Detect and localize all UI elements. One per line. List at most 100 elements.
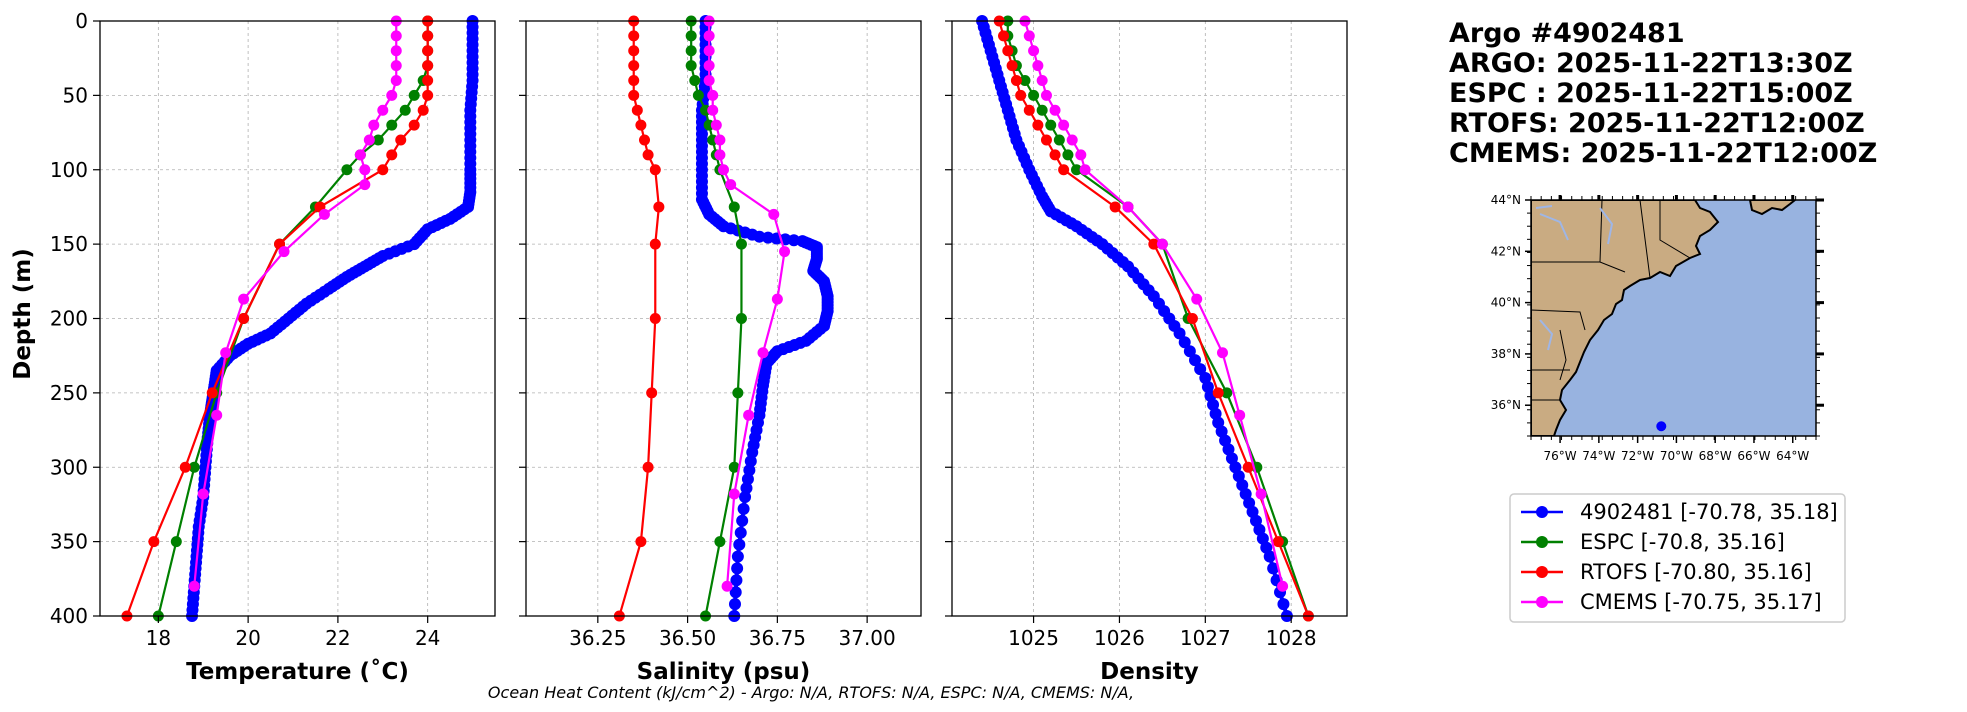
temp-x-axis-label: Temperature (˚C) — [186, 658, 409, 685]
map-lat-label: 36°N — [1491, 398, 1521, 412]
legend-marker-0 — [1536, 506, 1548, 518]
temp-point-rtofs — [408, 119, 420, 131]
sal-point-4902481 — [736, 514, 749, 527]
temp-point-rtofs — [422, 60, 434, 72]
sal-point-espc — [735, 238, 747, 250]
sal-point-rtofs — [649, 238, 661, 250]
sal-point-4902481 — [729, 586, 742, 599]
temp-point-cmems — [278, 246, 290, 258]
dens-point-rtofs — [1242, 461, 1254, 473]
sal-point-4902481 — [753, 230, 766, 243]
temp-point-cmems — [238, 293, 250, 305]
sal-point-rtofs — [646, 387, 658, 399]
sal-point-cmems — [779, 246, 791, 258]
temp-point-cmems — [377, 104, 389, 116]
temp-point-rtofs — [179, 461, 191, 473]
temp-point-espc — [408, 89, 420, 101]
dens-point-cmems — [1058, 119, 1070, 131]
temp-ytick-label: 100 — [50, 158, 88, 182]
sal-point-rtofs — [649, 164, 661, 176]
temp-point-rtofs — [148, 536, 160, 548]
dens-point-4902481 — [1277, 598, 1290, 611]
map-rivers — [1535, 205, 1614, 351]
dens-point-cmems — [1049, 104, 1061, 116]
dens-point-rtofs — [1272, 536, 1284, 548]
sal-point-4902481 — [731, 562, 744, 575]
legend: 4902481 [-70.78, 35.18] ESPC [-70.8, 35.1… — [1509, 493, 1846, 623]
dens-point-cmems — [1032, 60, 1044, 72]
temp-xtick-label: 24 — [415, 626, 440, 650]
sal-xtick-label: 37.00 — [839, 626, 896, 650]
salinity-panel: 36.25 36.50 36.75 37.00 Salinity (psu) — [519, 15, 922, 685]
temp-point-cmems — [197, 488, 209, 500]
sal-point-espc — [689, 75, 701, 86]
dens-point-rtofs — [1023, 104, 1035, 116]
sal-point-cmems — [703, 30, 715, 42]
sal-point-4902481 — [730, 574, 743, 587]
dens-point-rtofs — [1212, 387, 1224, 399]
temp-point-cmems — [390, 75, 402, 86]
sal-point-cmems — [703, 60, 715, 72]
dens-point-4902481 — [1173, 327, 1186, 340]
temp-point-rtofs — [422, 89, 434, 101]
sal-x-axis-label: Salinity (psu) — [637, 659, 811, 685]
temp-ytick-label: 250 — [50, 381, 88, 405]
temp-point-cmems — [386, 89, 398, 101]
sal-point-4902481 — [744, 455, 757, 468]
sal-point-espc — [735, 313, 747, 324]
map-float-marker — [1656, 421, 1667, 432]
sal-point-4902481 — [743, 464, 756, 477]
temp-point-cmems — [220, 347, 232, 359]
sal-xtick-label: 36.50 — [659, 626, 716, 650]
sal-point-4902481 — [733, 538, 746, 551]
temp-point-espc — [399, 104, 411, 116]
title-espc-time: ESPC : 2025-11-22T15:00Z — [1449, 78, 1853, 109]
sal-point-rtofs — [628, 60, 640, 72]
dens-point-rtofs — [1049, 149, 1061, 161]
title-argo-time: ARGO: 2025-11-22T13:30Z — [1449, 48, 1853, 79]
sal-point-cmems — [743, 409, 755, 421]
sal-point-cmems — [714, 149, 726, 161]
legend-label-2: RTOFS [-70.80, 35.16] — [1580, 560, 1812, 584]
dens-point-4902481 — [1189, 354, 1202, 367]
ohc-footer: Ocean Heat Content (kJ/cm^2) - Argo: N/A… — [488, 683, 1134, 702]
temp-point-cmems — [390, 45, 402, 57]
sal-point-cmems — [703, 75, 715, 86]
dens-point-cmems — [1028, 45, 1040, 57]
temp-ytick-label: 50 — [63, 83, 88, 107]
temp-point-cmems — [211, 409, 223, 421]
sal-point-rtofs — [653, 201, 665, 213]
temp-point-rtofs — [238, 313, 250, 324]
dens-point-cmems — [1023, 30, 1035, 42]
map-lon-label: 70°W — [1660, 449, 1693, 463]
sal-point-rtofs — [631, 104, 643, 116]
temp-point-espc — [188, 461, 200, 473]
temp-point-rtofs — [422, 45, 434, 57]
dens-point-rtofs — [1109, 201, 1121, 213]
sal-point-espc — [714, 536, 726, 548]
temp-point-cmems — [359, 179, 371, 191]
map-lat-label: 40°N — [1491, 296, 1521, 310]
dens-point-rtofs — [1015, 89, 1027, 101]
dens-point-cmems — [1216, 347, 1228, 359]
legend-label-1: ESPC [-70.8, 35.16] — [1580, 530, 1785, 554]
temp-point-rtofs — [206, 387, 218, 399]
dens-x-axis-label: Density — [1100, 659, 1199, 685]
map-lat-label: 38°N — [1491, 347, 1521, 361]
temp-point-rtofs — [422, 75, 434, 86]
dens-point-espc — [1221, 387, 1233, 399]
map-land — [1531, 200, 1720, 436]
sal-point-rtofs — [628, 89, 640, 101]
dens-point-cmems — [1191, 293, 1203, 305]
legend-label-3: CMEMS [-70.75, 35.17] — [1580, 590, 1822, 614]
sal-point-espc — [685, 60, 697, 72]
temp-point-cmems — [354, 149, 366, 161]
sal-point-rtofs — [628, 30, 640, 42]
dens-point-rtofs — [1002, 45, 1014, 57]
dens-point-4902481 — [1183, 345, 1196, 358]
temp-ytick-label: 400 — [50, 604, 88, 628]
sal-point-rtofs — [628, 75, 640, 86]
sal-point-espc — [685, 45, 697, 57]
map-borders — [1531, 200, 1691, 401]
